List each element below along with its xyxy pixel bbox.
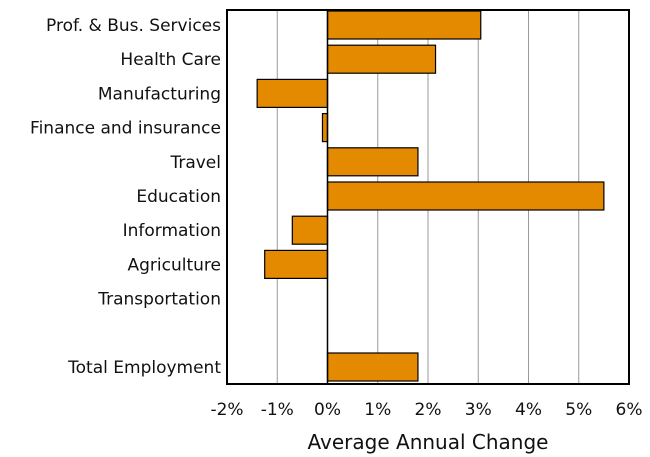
- x-tick-label: 2%: [415, 400, 442, 420]
- plot-frame: [226, 9, 630, 385]
- x-tick-label: 6%: [616, 400, 643, 420]
- x-axis-title: Average Annual Change: [308, 430, 549, 454]
- bar: [326, 181, 605, 211]
- category-label: Travel: [169, 153, 221, 173]
- bars: [256, 10, 605, 382]
- bar: [326, 10, 482, 40]
- category-label: Prof. & Bus. Services: [46, 16, 221, 36]
- category-label: Agriculture: [128, 255, 222, 275]
- x-tick-label: 5%: [565, 400, 592, 420]
- x-tick-labels: -2% -1% 0% 1% 2% 3% 4% 5% 6%: [210, 400, 642, 420]
- bar: [326, 352, 419, 382]
- x-tick-label: 4%: [515, 400, 542, 420]
- bar: [321, 112, 329, 143]
- category-label: Information: [123, 221, 221, 241]
- category-label: Transportation: [97, 290, 221, 310]
- x-tick-label: 0%: [314, 400, 341, 420]
- category-label: Education: [136, 187, 221, 207]
- category-labels: Prof. & Bus. Services Health Care Manufact…: [30, 16, 221, 378]
- category-label: Total Employment: [67, 358, 221, 378]
- category-label: Manufacturing: [98, 84, 221, 104]
- x-tick-label: 3%: [465, 400, 492, 420]
- category-label: Health Care: [120, 50, 221, 70]
- x-tick-label: -2%: [210, 400, 243, 420]
- bar: [256, 78, 329, 109]
- bar: [264, 249, 329, 279]
- category-label: Finance and insurance: [30, 119, 221, 139]
- bar: [326, 44, 437, 74]
- bar: [326, 147, 419, 177]
- bar: [291, 215, 329, 245]
- x-tick-label: -1%: [261, 400, 294, 420]
- x-tick-label: 1%: [364, 400, 391, 420]
